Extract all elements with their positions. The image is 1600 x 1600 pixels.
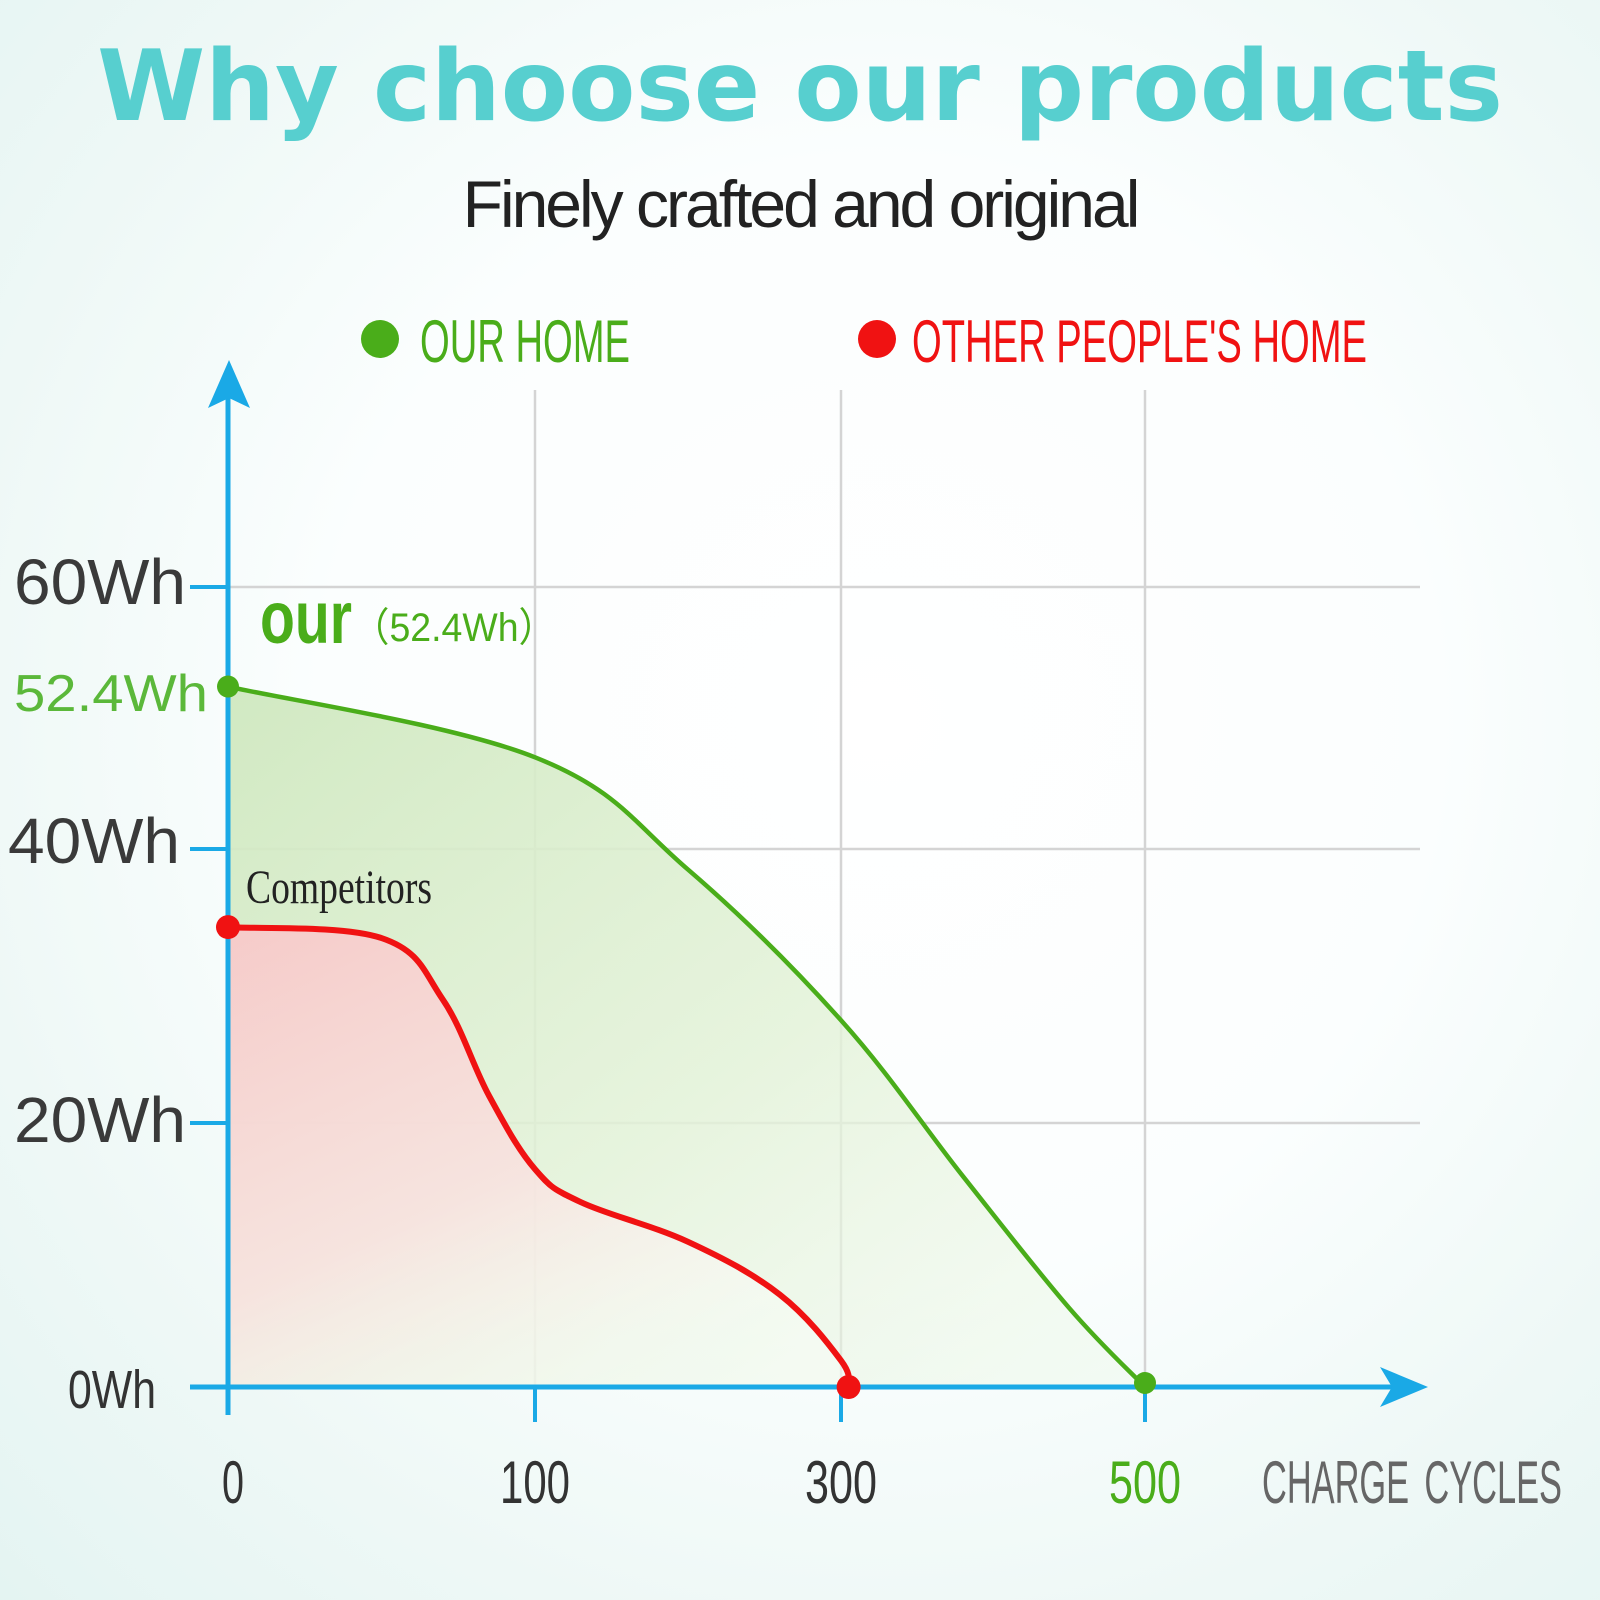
- ours-series-label: our: [260, 576, 352, 659]
- chart-labels: OUR HOME OTHER PEOPLE'S HOME 0Wh 20Wh 40Wh 60…: [8, 308, 1562, 1516]
- y-tick-label-60: 60Wh: [14, 546, 186, 618]
- ours-start-marker: [217, 675, 239, 698]
- competitor-start-marker: [216, 915, 240, 940]
- x-tick-label-0: 0: [222, 1449, 244, 1516]
- page-title: Why choose our products: [97, 30, 1503, 144]
- x-axis-arrow: [1380, 1367, 1428, 1407]
- y-tick-label-20: 20Wh: [14, 1084, 186, 1156]
- series-lines: [216, 675, 1156, 1399]
- competitor-line: [225, 924, 852, 1390]
- competitor-area: [228, 927, 849, 1387]
- legend-ours-label: OUR HOME: [420, 308, 630, 375]
- area-fills: [228, 686, 1145, 1387]
- y-axis-arrow: [208, 360, 250, 408]
- x-tick-label-100: 100: [500, 1449, 570, 1516]
- axes: [190, 360, 1428, 1422]
- x-tick-label-300: 300: [805, 1449, 877, 1516]
- ours-start-value-label: 52.4Wh: [14, 665, 208, 723]
- page-subtitle: Finely crafted and original: [462, 167, 1141, 241]
- ours-end-marker: [1134, 1372, 1156, 1394]
- legend-ours-dot: [361, 320, 399, 358]
- ours-value-label: （52.4Wh）: [352, 606, 556, 650]
- y-tick-label-0: 0Wh: [68, 1360, 156, 1420]
- competitors-label: Competitors: [246, 861, 432, 914]
- y-tick-label-40: 40Wh: [8, 805, 180, 877]
- legend-competitor-label: OTHER PEOPLE'S HOME: [912, 308, 1367, 375]
- ours-line: [225, 684, 1148, 1390]
- competitor-end-marker: [836, 1375, 861, 1399]
- x-axis-label: CHARGE CYCLES: [1262, 1449, 1562, 1516]
- x-tick-label-500: 500: [1109, 1449, 1181, 1516]
- legend-competitor-dot: [858, 320, 896, 358]
